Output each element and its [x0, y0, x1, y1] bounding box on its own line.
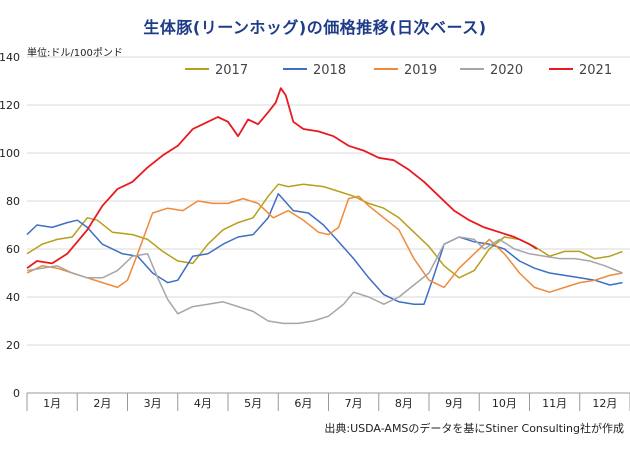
x-tick-label-11: 11月 — [542, 397, 567, 410]
x-tick-label-10: 10月 — [492, 397, 517, 410]
legend-label-2017: 2017 — [215, 63, 248, 78]
series-line-2021 — [26, 87, 538, 269]
y-tick-label-100: 100 — [0, 147, 20, 160]
x-tick-label-1: 1月 — [43, 397, 61, 410]
legend-label-2020: 2020 — [490, 63, 523, 78]
source-note: 出典:USDA-AMSのデータを基にStiner Consulting社が作成 — [324, 422, 624, 435]
x-axis-ticks: 1月 2月 3月 4月 5月 6月 7月 8月 9月 10月 11月 12月 — [43, 397, 617, 410]
x-tick-label-12: 12月 — [592, 397, 617, 410]
series-line-2019 — [26, 195, 623, 293]
legend-label-2021: 2021 — [579, 63, 612, 78]
y-tick-label-80: 80 — [6, 195, 20, 208]
legend: 2017 2018 2019 2020 2021 — [185, 63, 612, 78]
x-tick-label-7: 7月 — [345, 397, 363, 410]
y-axis-ticks: 0 20 40 60 80 100 120 140 — [0, 51, 20, 400]
series-line-2018 — [26, 193, 623, 305]
x-tick-label-4: 4月 — [194, 397, 212, 410]
chart-title: 生体豚(リーンホッグ)の価格推移(日次ベース) — [143, 18, 487, 37]
y-axis-unit-label: 単位:ドル/100ポンド — [27, 48, 123, 59]
series-line-2017 — [26, 183, 623, 279]
y-tick-label-0: 0 — [13, 387, 20, 400]
x-tick-label-6: 6月 — [294, 397, 312, 410]
x-tick-label-5: 5月 — [244, 397, 262, 410]
x-tick-label-3: 3月 — [144, 397, 162, 410]
x-tick-label-8: 8月 — [395, 397, 413, 410]
legend-label-2018: 2018 — [313, 63, 346, 78]
y-tick-label-120: 120 — [0, 99, 20, 112]
series-line-2020 — [26, 236, 623, 325]
x-tick-label-2: 2月 — [93, 397, 111, 410]
gridlines — [26, 56, 630, 411]
legend-label-2019: 2019 — [404, 63, 437, 78]
x-tick-label-9: 9月 — [445, 397, 463, 410]
y-tick-label-60: 60 — [6, 243, 20, 256]
y-tick-label-140: 140 — [0, 51, 20, 64]
y-tick-label-20: 20 — [6, 339, 20, 352]
y-tick-label-40: 40 — [6, 291, 20, 304]
series-lines — [26, 87, 623, 325]
